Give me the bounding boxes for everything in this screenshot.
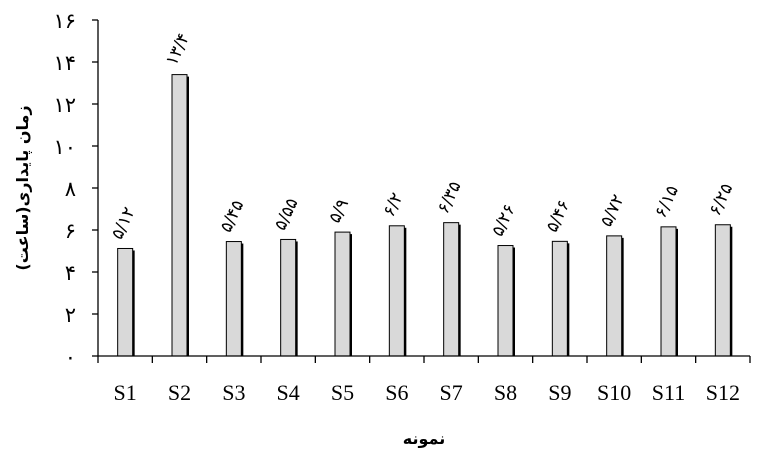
category-label: S6	[385, 380, 408, 405]
y-tick-label: ۲	[65, 303, 76, 327]
y-tick-label: ۱۴	[53, 51, 76, 75]
data-label: ۵/۲۶	[488, 201, 520, 239]
data-label: ۵/۵۵	[271, 195, 303, 233]
x-ticks-group	[97, 356, 751, 363]
bar	[551, 240, 568, 357]
data-label: ۱۳/۴	[162, 30, 194, 68]
category-label: S4	[277, 380, 300, 405]
data-label: ۶/۳۵	[434, 178, 466, 216]
bar	[443, 222, 460, 357]
y-tick-label: ۸	[65, 177, 76, 201]
bar	[171, 74, 188, 357]
y-tick-label: ۱۲	[53, 93, 76, 117]
bar	[497, 245, 514, 357]
y-tick-label: ۱۰	[53, 135, 76, 159]
bar	[660, 226, 677, 357]
category-label: S12	[706, 380, 740, 405]
category-label: S8	[494, 380, 517, 405]
y-tick-label: ۰	[65, 345, 76, 369]
category-label: S2	[168, 380, 191, 405]
bar	[334, 231, 351, 357]
y-ticks-group: ۰ ۲ ۴ ۶ ۸ ۱۰ ۱۲ ۱۴ ۱۶	[53, 9, 98, 369]
category-label: S1	[114, 380, 137, 405]
category-label: S7	[440, 380, 463, 405]
category-label: S10	[597, 380, 631, 405]
bar	[714, 224, 731, 357]
y-tick-label: ۴	[65, 261, 76, 285]
data-labels-group: ۵/۱۲ ۱۳/۴ ۵/۴۵ ۵/۵۵ ۵/۹ ۶/۲ ۶/۳۵ ۵/۲۶ ۵/۴۶ ۵/۷۲ ۶/…	[108, 30, 738, 242]
bars-group	[117, 74, 733, 357]
category-labels-group: S1 S2 S3 S4 S5 S6 S7 S8 S9 S10 S11 S12	[114, 380, 740, 405]
category-label: S9	[548, 380, 571, 405]
data-label: ۵/۴۶	[542, 197, 574, 235]
category-label: S11	[652, 380, 685, 405]
data-label: ۵/۹	[325, 196, 353, 226]
data-label: ۶/۲	[379, 190, 407, 220]
category-label: S5	[331, 380, 354, 405]
data-label: ۵/۱۲	[108, 204, 140, 242]
bar	[280, 238, 297, 357]
y-tick-label: ۶	[65, 219, 76, 243]
data-label: ۶/۱۵	[651, 182, 683, 220]
bar	[225, 241, 242, 357]
y-axis-title: زمان پایداری(ساعت)	[13, 105, 33, 270]
data-label: ۵/۷۲	[597, 192, 629, 230]
y-tick-label: ۱۶	[53, 9, 76, 33]
bar	[606, 235, 623, 357]
bar	[388, 225, 405, 357]
category-label: S3	[222, 380, 245, 405]
bar	[117, 247, 134, 357]
data-label: ۵/۴۵	[216, 197, 248, 235]
data-label: ۶/۲۵	[705, 180, 737, 218]
x-axis-title: نمونه	[403, 429, 445, 448]
